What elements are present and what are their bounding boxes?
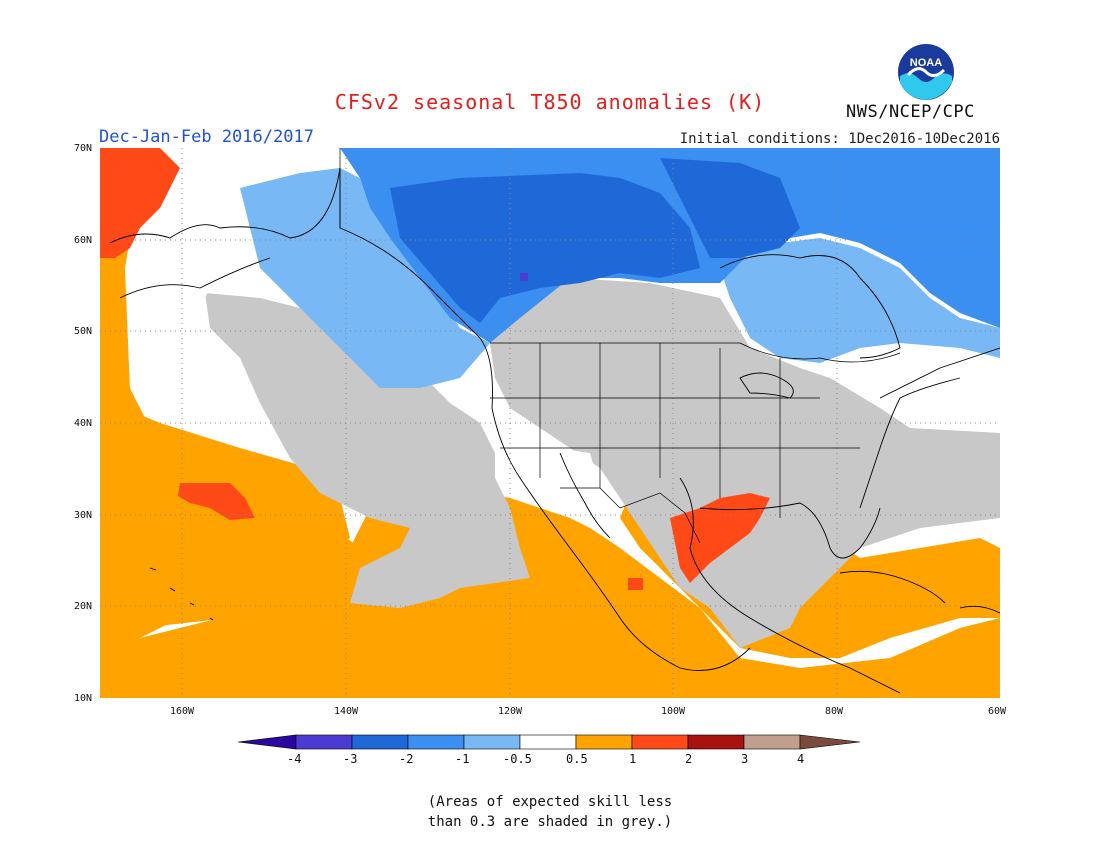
anomaly-cell-red-mexico (628, 578, 643, 590)
colorbar-label-neg4: -4 (287, 752, 302, 766)
colorbar-seg-2-1 (407, 734, 465, 750)
lon-label-140w: 140W (334, 706, 359, 717)
noaa-logo-text: NOAA (910, 57, 942, 69)
colorbar-label-4: 4 (797, 752, 805, 766)
anomaly-region-lightblue-east (720, 238, 1000, 363)
colorbar (238, 734, 861, 750)
lat-label-70n: 70N (74, 143, 93, 154)
skill-mask-grey-pacific (205, 293, 530, 608)
lat-label-50n: 50N (74, 326, 93, 337)
colorbar-seg-neutral (519, 734, 577, 750)
season-label: Dec-Jan-Feb 2016/2017 (99, 127, 314, 147)
colorbar-label-neg2: -2 (399, 752, 414, 766)
anomaly-region-red-alaska (100, 148, 180, 258)
anomaly-region-midblue-core (390, 173, 700, 323)
lon-label-80w: 80W (825, 706, 844, 717)
colorbar-seg-gt-4 (799, 734, 861, 750)
colorbar-seg-05-1 (575, 734, 633, 750)
anomaly-cell-darkblue (520, 273, 528, 281)
colorbar-label-neg05: -0.5 (503, 752, 532, 766)
colorbar-label-neg3: -3 (343, 752, 358, 766)
colorbar-seg-3-2 (351, 734, 409, 750)
colorbar-seg-1-05 (463, 734, 521, 750)
anomaly-region-orange-west2 (100, 398, 350, 648)
colorbar-label-3: 3 (741, 752, 749, 766)
skill-footnote: (Areas of expected skill less than 0.3 a… (0, 792, 1100, 832)
lat-label-40n: 40N (74, 418, 93, 429)
colorbar-seg-4-3 (295, 734, 353, 750)
lat-label-20n: 20N (74, 601, 93, 612)
political-borders (339, 148, 901, 544)
colorbar-label-1: 1 (629, 752, 637, 766)
skill-mask-grey-conus (490, 278, 1000, 648)
colorbar-seg-3-4 (743, 734, 801, 750)
anomaly-region-midblue-east (660, 158, 800, 258)
lat-label-30n: 30N (74, 510, 93, 521)
anomaly-region-orange-south (100, 478, 1000, 698)
anomaly-region-lightblue-north (240, 168, 490, 388)
coastlines (109, 167, 1000, 694)
lat-label-10n: 10N (74, 693, 93, 704)
colorbar-seg-1-2 (631, 734, 689, 750)
skill-footnote-line1: (Areas of expected skill less (427, 794, 673, 810)
anomaly-region-red-pacific (178, 483, 255, 520)
lon-label-100w: 100W (661, 706, 686, 717)
agency-label: NWS/NCEP/CPC (846, 102, 975, 122)
anomaly-map (100, 148, 1000, 698)
colorbar-label-neg1: -1 (455, 752, 470, 766)
lon-label-120w: 120W (498, 706, 523, 717)
noaa-logo: NOAA (898, 44, 954, 100)
skill-footnote-line2: than 0.3 are shaded in grey.) (427, 814, 673, 830)
lat-label-60n: 60N (74, 235, 93, 246)
anomaly-region-white-sw (540, 448, 600, 508)
map-grid (100, 148, 1000, 698)
colorbar-seg-2-3 (687, 734, 745, 750)
colorbar-seg-lt-4 (238, 734, 297, 750)
map-title: CFSv2 seasonal T850 anomalies (K) (334, 90, 766, 114)
colorbar-label-2: 2 (685, 752, 693, 766)
colorbar-label-05: 0.5 (566, 752, 588, 766)
lon-label-160w: 160W (170, 706, 195, 717)
anomaly-fill-layer (100, 148, 1000, 698)
anomaly-region-white-nw (125, 198, 270, 408)
lon-label-60w: 60W (988, 706, 1007, 717)
initial-conditions: Initial conditions: 1Dec2016-10Dec2016 (679, 131, 1000, 147)
